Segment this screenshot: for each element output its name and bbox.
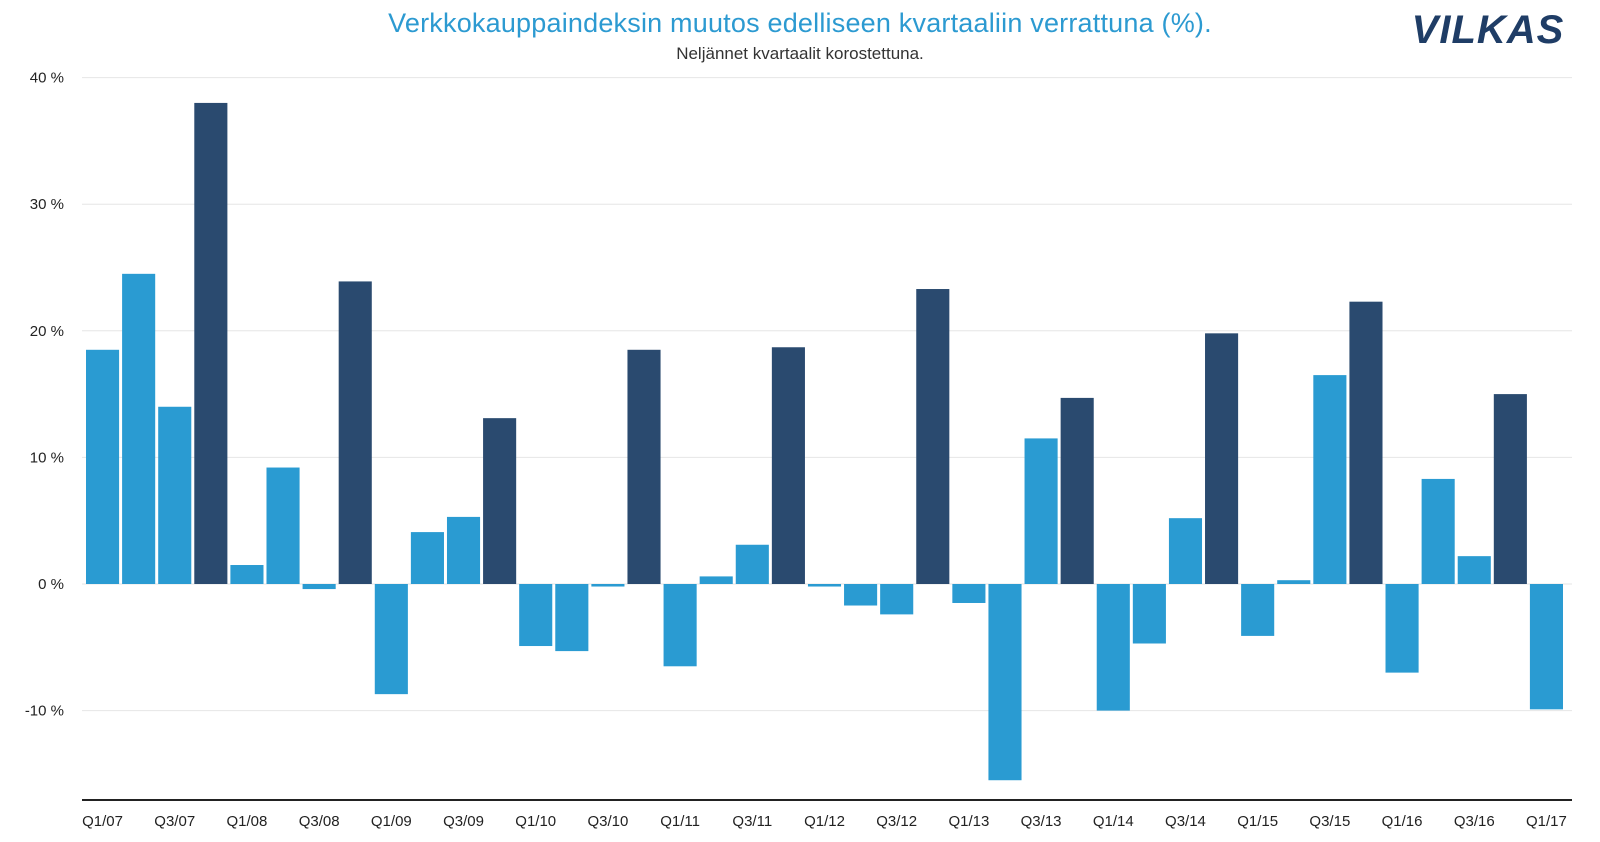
bar-q3-09 [446,516,481,584]
y-tick-label: 20 % [30,323,64,340]
bar-q3-14 [1168,518,1203,584]
x-tick-label: Q1/13 [948,813,989,830]
bar-q2-15 [1277,580,1311,584]
x-tick-label: Q3/07 [154,813,195,830]
bar-q4-08 [338,281,372,584]
x-tick-label: Q1/09 [371,813,412,830]
bar-q4-07 [194,102,228,585]
x-tick-label: Q1/15 [1237,813,1278,830]
x-tick-label: Q3/09 [443,813,484,830]
y-tick-label: -10 % [25,703,64,720]
bar-q2-11 [699,576,733,584]
x-tick-label: Q1/10 [515,813,556,830]
x-tick-label: Q1/08 [227,813,268,830]
bar-q1-12 [807,584,842,587]
chart-title: Verkkokauppaindeksin muutos edelliseen k… [388,8,1212,38]
bar-q2-09 [410,532,444,584]
bar-q4-12 [916,289,950,584]
bar-q1-09 [374,584,408,695]
bar-q4-14 [1205,333,1239,584]
bar-q4-13 [1060,397,1094,584]
bar-q3-11 [735,544,769,584]
x-tick-label: Q3/10 [587,813,628,830]
bar-q2-13 [988,584,1022,781]
y-tick-label: 0 % [38,576,64,593]
bar-q3-12 [880,584,914,615]
bar-q3-16 [1457,556,1491,584]
x-tick-label: Q1/16 [1382,813,1423,830]
bar-q4-15 [1349,301,1383,584]
x-tick-label: Q1/07 [82,813,123,830]
x-tick-label: Q1/17 [1526,813,1567,830]
bar-q1-08 [230,565,264,584]
bar-q3-10 [591,584,625,587]
y-tick-label: 30 % [30,196,64,213]
bar-q3-13 [1024,438,1058,584]
bar-q3-08 [302,584,336,590]
x-tick-label: Q1/11 [660,813,700,830]
bar-q3-15 [1313,375,1347,584]
bar-q1-15 [1241,584,1275,636]
y-tick-label: 40 % [30,70,64,87]
bar-q1-07 [86,349,120,584]
x-tick-label: Q3/15 [1309,813,1350,830]
x-tick-label: Q3/14 [1165,813,1206,830]
bar-q1-16 [1385,584,1419,673]
bar-q2-14 [1132,584,1166,644]
y-tick-label: 10 % [30,449,64,466]
bar-q4-16 [1493,394,1527,584]
x-tick-label: Q3/08 [299,813,340,830]
bar-q2-16 [1421,478,1455,584]
bar-q2-08 [266,467,300,584]
bar-q4-10 [627,349,661,584]
bar-q2-12 [844,584,878,606]
bar-q1-13 [952,584,986,603]
bar-q1-14 [1096,584,1130,711]
chart-subtitle: Neljännet kvartaalit korostettuna. [676,44,924,63]
bar-q2-07 [122,273,156,584]
x-tick-label: Q1/12 [804,813,845,830]
bar-q2-10 [555,584,589,652]
x-tick-label: Q3/11 [732,813,772,830]
logo-text: VILKAS [1411,8,1565,52]
bar-q4-09 [483,418,517,584]
bar-q1-11 [663,584,697,667]
bar-q3-07 [158,406,192,584]
bar-q1-17 [1529,584,1563,710]
x-tick-label: Q3/12 [876,813,917,830]
bar-q1-10 [519,584,553,647]
x-tick-label: Q3/13 [1021,813,1062,830]
x-tick-label: Q1/14 [1093,813,1134,830]
bar-q4-11 [771,347,805,584]
x-tick-label: Q3/16 [1454,813,1495,830]
vilkas-logo: VILKAS [1408,4,1568,56]
